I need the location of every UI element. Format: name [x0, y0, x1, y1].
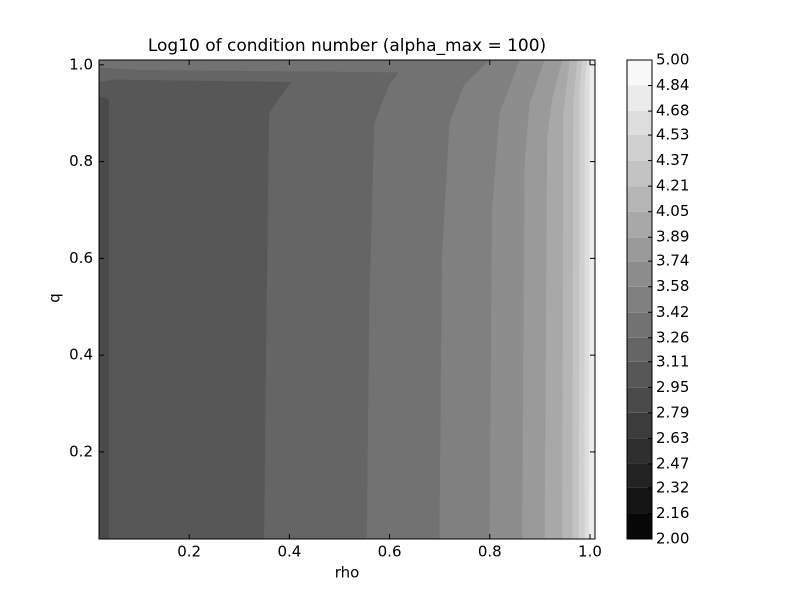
colorbar-band	[627, 237, 652, 262]
colorbar-tick-label: 3.58	[656, 277, 689, 295]
colorbar-tick-label: 2.79	[656, 403, 689, 421]
colorbar-tick-label: 2.00	[656, 530, 689, 548]
y-tick-label: 1.0	[69, 55, 93, 73]
colorbar-tick-label: 3.74	[656, 252, 689, 270]
colorbar-frame	[626, 59, 653, 540]
chart-title: Log10 of condition number (alpha_max = 1…	[148, 36, 546, 56]
colorbar-band	[627, 286, 652, 313]
colorbar-band	[627, 186, 652, 212]
x-tick-label: 1.0	[578, 543, 602, 561]
colorbar-tick-label: 3.11	[656, 352, 689, 370]
x-tick-label: 0.8	[478, 543, 502, 561]
colorbar-tick-label: 4.68	[656, 102, 689, 120]
y-tick-label: 0.4	[69, 346, 93, 364]
colorbar-band	[627, 463, 652, 488]
colorbar-band	[627, 211, 652, 238]
colorbar-tick-label: 4.53	[656, 126, 689, 144]
colorbar-tick-label: 4.84	[656, 76, 689, 94]
colorbar-tick-label: 4.21	[656, 177, 689, 195]
colorbar-band	[627, 160, 652, 187]
y-tick-label: 0.6	[69, 249, 93, 267]
colorbar-band	[627, 387, 652, 413]
colorbar-tick-label: 5.00	[656, 51, 689, 69]
colorbar-band	[627, 111, 652, 136]
colorbar-band	[627, 337, 652, 362]
colorbar-band	[627, 85, 652, 112]
colorbar-tick-label: 2.32	[656, 478, 689, 496]
colorbar-band	[627, 312, 652, 338]
colorbar-band	[627, 135, 652, 161]
colorbar-tick-label: 2.16	[656, 504, 689, 522]
colorbar-tick-label: 4.37	[656, 151, 689, 169]
x-tick-label: 0.2	[177, 543, 201, 561]
x-axis-label: rho	[335, 564, 360, 582]
colorbar-tick-label: 2.95	[656, 378, 689, 396]
x-tick-label: 0.4	[277, 543, 301, 561]
y-tick-label: 0.2	[69, 442, 93, 460]
colorbar-tick-label: 4.05	[656, 202, 689, 220]
colorbar-tick-label: 3.26	[656, 328, 689, 346]
colorbar-band	[627, 438, 652, 464]
x-tick-label: 0.6	[378, 543, 402, 561]
plot-frame	[98, 59, 596, 540]
colorbar-tick-label: 2.63	[656, 429, 689, 447]
colorbar-band	[627, 513, 652, 539]
colorbar-tick-label: 2.47	[656, 454, 689, 472]
colorbar-band	[627, 261, 652, 287]
contour-band	[588, 59, 596, 540]
colorbar-band	[627, 361, 652, 388]
colorbar-tick-label: 3.89	[656, 228, 689, 246]
colorbar-band	[627, 487, 652, 514]
y-axis-label: q	[46, 293, 64, 303]
colorbar-band	[627, 60, 652, 86]
colorbar-tick-label: 3.42	[656, 303, 689, 321]
colorbar-band	[627, 412, 652, 439]
y-tick-label: 0.8	[69, 152, 93, 170]
